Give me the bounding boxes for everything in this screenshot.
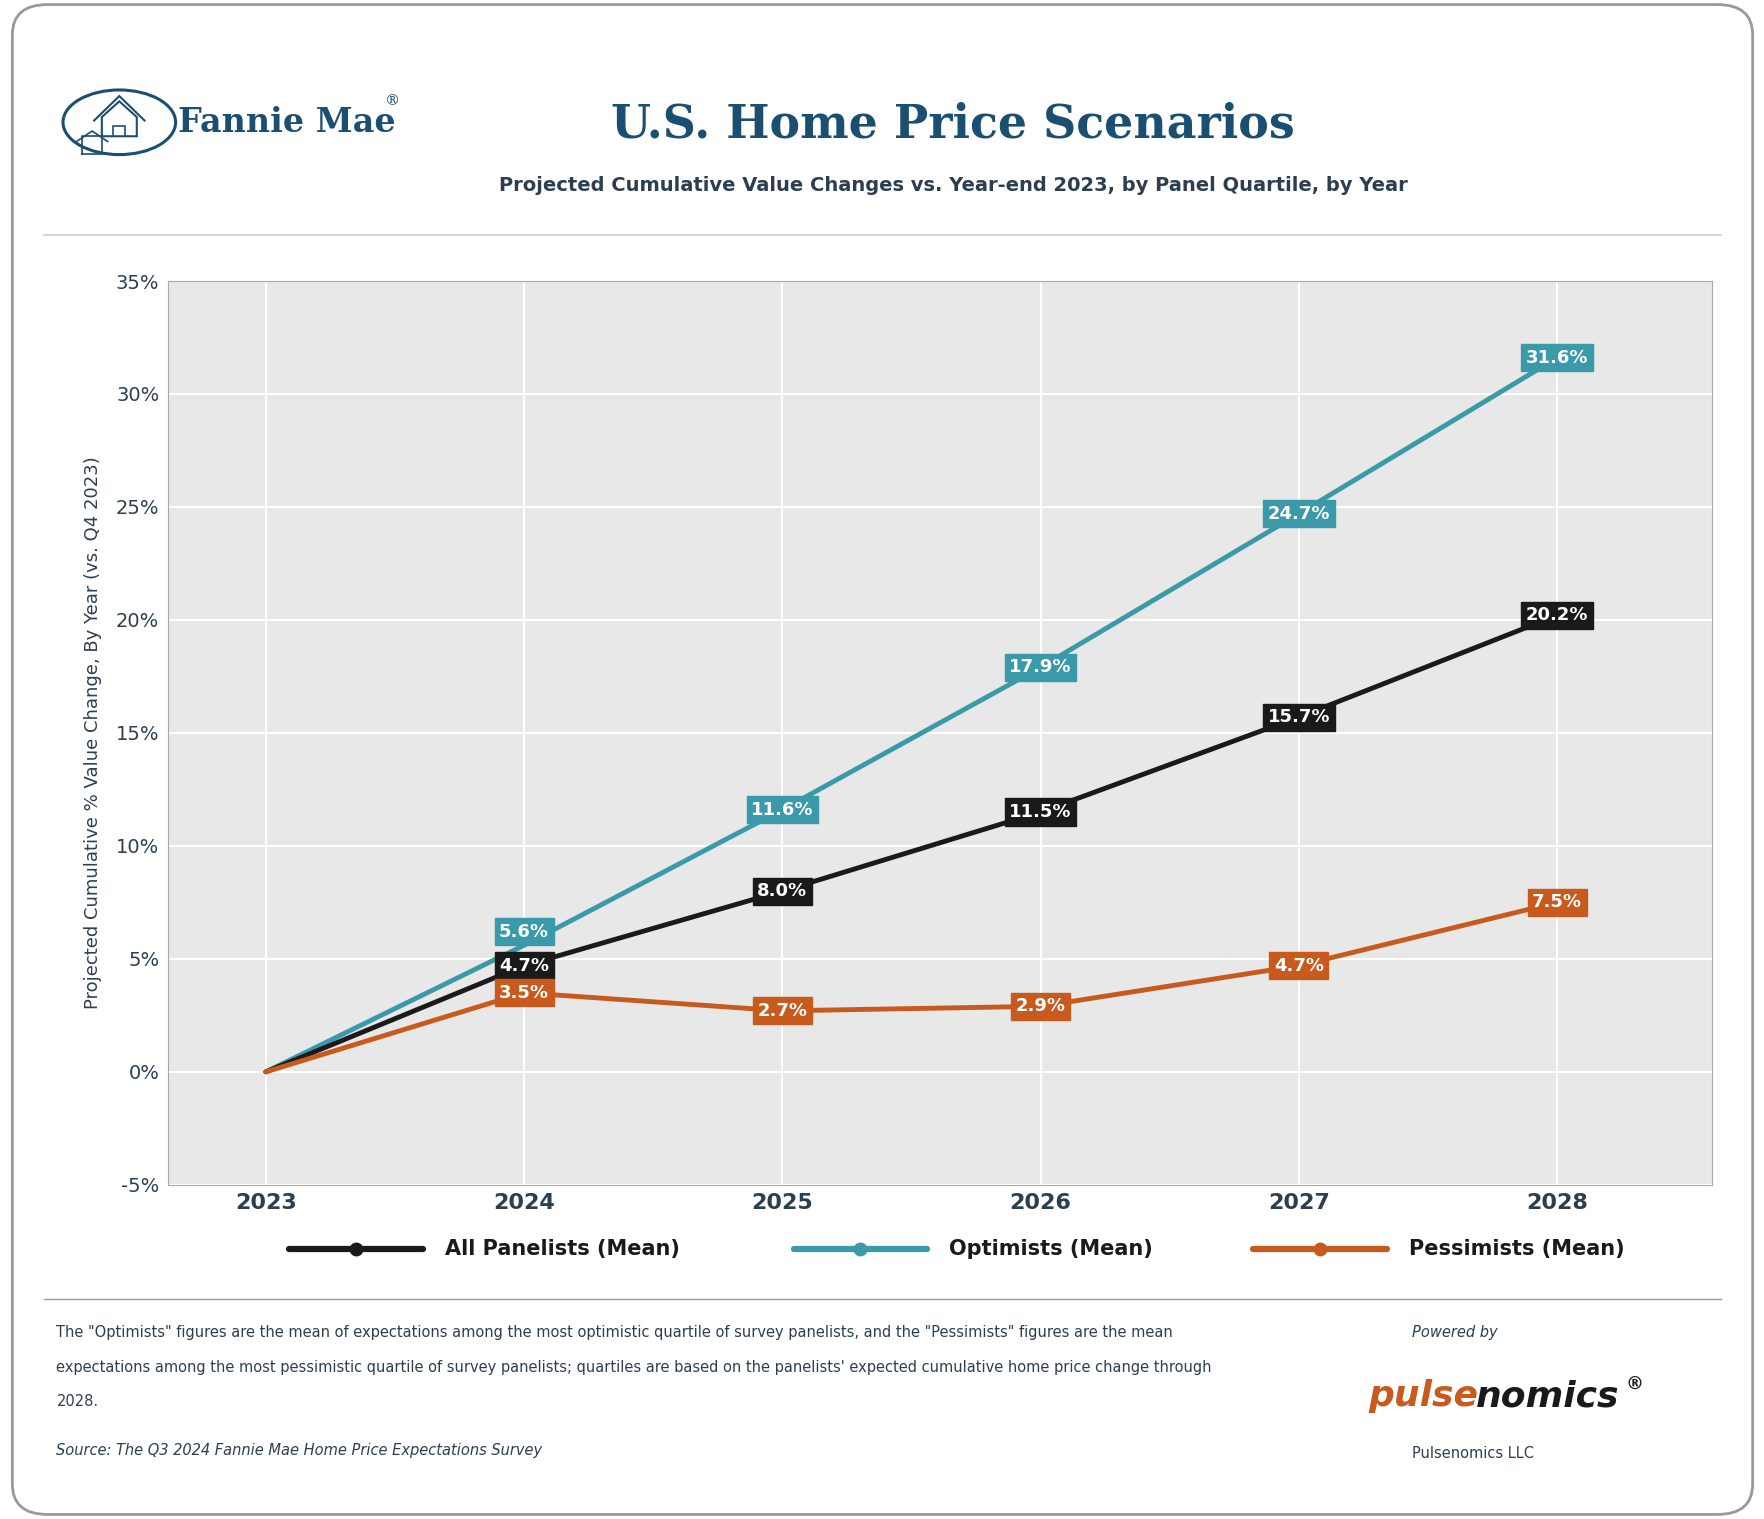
- Text: 4.7%: 4.7%: [499, 957, 549, 975]
- Text: 2028.: 2028.: [56, 1394, 99, 1410]
- Text: Powered by: Powered by: [1411, 1325, 1498, 1340]
- Text: 11.5%: 11.5%: [1009, 804, 1071, 820]
- Text: 31.6%: 31.6%: [1526, 349, 1588, 366]
- Text: Projected Cumulative Value Changes vs. Year-end 2023, by Panel Quartile, by Year: Projected Cumulative Value Changes vs. Y…: [499, 176, 1406, 194]
- Text: nomics: nomics: [1475, 1379, 1618, 1413]
- Text: All Panelists (Mean): All Panelists (Mean): [445, 1240, 679, 1259]
- Text: 2.7%: 2.7%: [757, 1003, 806, 1019]
- Text: 7.5%: 7.5%: [1531, 893, 1581, 911]
- Text: ®: ®: [385, 94, 400, 108]
- Text: Fannie Mae: Fannie Mae: [178, 106, 395, 138]
- Text: 15.7%: 15.7%: [1267, 708, 1330, 726]
- Text: 3.5%: 3.5%: [499, 984, 549, 1001]
- Text: 5.6%: 5.6%: [499, 922, 549, 940]
- Text: 17.9%: 17.9%: [1009, 658, 1071, 676]
- Y-axis label: Projected Cumulative % Value Change, By Year (vs. Q4 2023): Projected Cumulative % Value Change, By …: [85, 457, 102, 1009]
- Text: Source: The Q3 2024 Fannie Mae Home Price Expectations Survey: Source: The Q3 2024 Fannie Mae Home Pric…: [56, 1443, 542, 1458]
- Text: U.S. Home Price Scenarios: U.S. Home Price Scenarios: [610, 102, 1295, 147]
- Text: 2.9%: 2.9%: [1014, 998, 1065, 1015]
- Text: Pessimists (Mean): Pessimists (Mean): [1408, 1240, 1623, 1259]
- Text: The "Optimists" figures are the mean of expectations among the most optimistic q: The "Optimists" figures are the mean of …: [56, 1325, 1173, 1340]
- Text: Pulsenomics LLC: Pulsenomics LLC: [1411, 1446, 1533, 1461]
- Text: Optimists (Mean): Optimists (Mean): [949, 1240, 1152, 1259]
- Text: ®: ®: [1625, 1376, 1642, 1394]
- Text: 20.2%: 20.2%: [1526, 606, 1588, 624]
- Text: 8.0%: 8.0%: [757, 883, 806, 901]
- Text: 11.6%: 11.6%: [751, 801, 813, 819]
- Text: pulse: pulse: [1367, 1379, 1476, 1413]
- Text: 4.7%: 4.7%: [1274, 957, 1323, 975]
- Text: expectations among the most pessimistic quartile of survey panelists; quartiles : expectations among the most pessimistic …: [56, 1360, 1212, 1375]
- Text: 24.7%: 24.7%: [1267, 504, 1330, 523]
